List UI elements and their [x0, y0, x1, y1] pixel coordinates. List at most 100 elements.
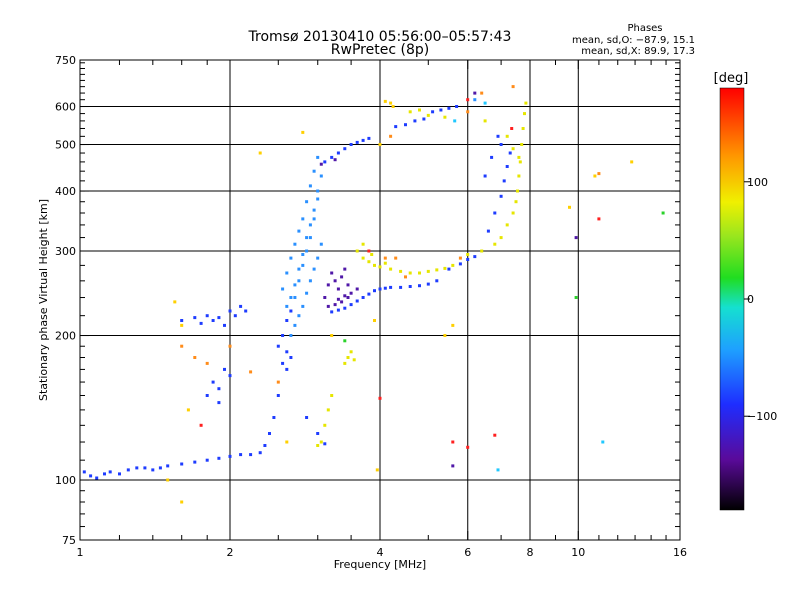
data-point: [333, 279, 337, 283]
data-point: [228, 344, 232, 348]
data-point: [518, 160, 522, 164]
data-point: [383, 256, 387, 260]
data-point: [367, 292, 371, 296]
x-tick-labels: 1 2 4 6 8 10 16: [77, 546, 688, 559]
data-point: [383, 286, 387, 290]
data-point: [568, 205, 571, 209]
data-point: [508, 151, 512, 155]
data-point: [480, 91, 484, 95]
y-tick-labels: 75 100 200 300 400 500 600 750: [55, 54, 76, 547]
data-point: [151, 468, 155, 472]
data-point: [378, 265, 382, 269]
data-point: [389, 134, 393, 138]
data-point: [249, 370, 253, 374]
data-point: [316, 432, 320, 435]
data-point: [597, 217, 601, 221]
data-point: [418, 284, 421, 288]
data-point: [355, 299, 359, 303]
data-point: [408, 110, 412, 114]
data-point: [193, 316, 197, 320]
data-point: [326, 408, 330, 412]
data-point: [336, 297, 340, 301]
data-point: [285, 304, 289, 308]
colorbar: [719, 87, 745, 511]
data-point: [373, 289, 376, 293]
data-point: [520, 143, 524, 146]
data-point: [483, 101, 487, 105]
y-tick-label: 400: [55, 185, 76, 198]
data-point: [285, 350, 289, 354]
data-point: [389, 101, 393, 105]
data-point: [511, 85, 515, 89]
data-point: [418, 108, 421, 112]
data-point: [228, 454, 232, 458]
data-point: [199, 321, 203, 325]
data-point: [473, 98, 477, 102]
data-point: [330, 271, 334, 275]
data-point: [223, 367, 226, 371]
data-point: [281, 334, 285, 337]
data-point: [293, 283, 297, 287]
data-point: [490, 155, 494, 159]
data-point: [244, 309, 248, 313]
data-point: [349, 303, 353, 307]
data-point: [340, 275, 344, 279]
data-point: [276, 344, 280, 348]
data-point: [443, 334, 447, 337]
data-point: [319, 162, 323, 166]
x-tick-label: 10: [571, 546, 585, 559]
data-point: [135, 466, 139, 470]
data-point: [486, 229, 490, 233]
data-point: [447, 267, 451, 271]
data-point: [499, 236, 503, 240]
data-point: [370, 253, 374, 256]
x-tick-label: 6: [464, 546, 471, 559]
data-point: [443, 266, 447, 270]
data-points: [82, 85, 665, 504]
data-point: [426, 113, 430, 117]
data-point: [330, 334, 334, 337]
data-point: [326, 283, 330, 287]
data-point: [349, 143, 353, 146]
data-point: [630, 160, 634, 164]
data-point: [323, 442, 327, 446]
data-point: [483, 119, 487, 123]
data-point: [346, 283, 350, 287]
data-point: [199, 423, 203, 427]
data-point: [521, 127, 525, 130]
x-tick-label: 16: [673, 546, 687, 559]
data-point: [193, 460, 197, 464]
data-point: [217, 316, 221, 320]
y-tick-label: 300: [55, 245, 76, 258]
data-point: [319, 440, 323, 444]
data-point: [305, 249, 309, 253]
data-point: [319, 174, 323, 178]
data-point: [308, 279, 312, 283]
data-point: [305, 200, 309, 204]
data-point: [343, 147, 347, 151]
data-point: [293, 242, 297, 246]
data-point: [404, 275, 407, 279]
data-point: [408, 285, 412, 288]
y-tick-label: 200: [55, 330, 76, 343]
data-point: [426, 282, 430, 286]
data-point: [373, 319, 376, 322]
data-point: [143, 466, 147, 470]
y-tick-label: 750: [55, 54, 76, 67]
data-point: [301, 130, 305, 134]
data-point: [493, 433, 497, 437]
data-point: [466, 445, 470, 449]
data-point: [281, 287, 285, 291]
x-tick-label: 1: [77, 546, 84, 559]
data-point: [228, 374, 232, 378]
data-point: [524, 101, 528, 105]
data-point: [593, 174, 597, 178]
data-point: [399, 269, 403, 273]
data-point: [166, 478, 170, 482]
data-point: [316, 189, 320, 193]
data-point: [346, 296, 350, 299]
data-point: [496, 134, 500, 138]
data-point: [301, 253, 305, 256]
data-point: [349, 350, 353, 354]
chart-title: Tromsø 20130410 05:56:00–05:57:43: [248, 29, 512, 45]
